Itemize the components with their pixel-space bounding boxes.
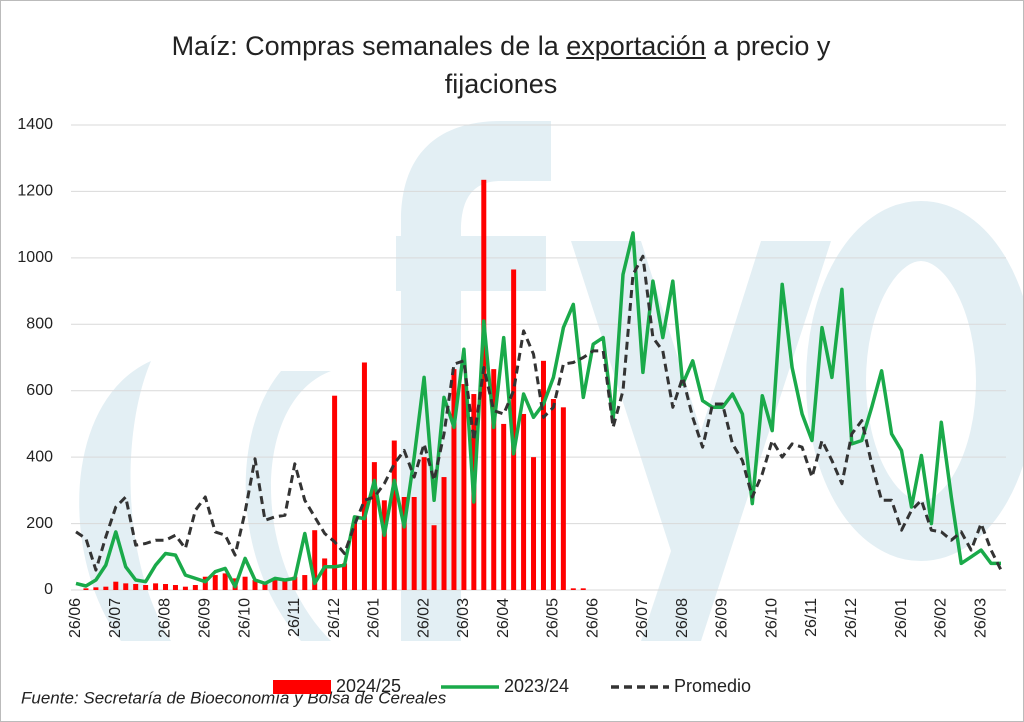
bar bbox=[192, 585, 198, 590]
bar bbox=[491, 369, 497, 590]
bar bbox=[83, 588, 89, 590]
legend-label: Promedio bbox=[674, 676, 751, 696]
bar bbox=[371, 462, 377, 590]
x-tick-label: 26/01 bbox=[893, 598, 910, 638]
bar bbox=[133, 584, 139, 590]
x-tick-label: 26/03 bbox=[972, 598, 989, 638]
bar bbox=[123, 583, 129, 590]
x-tick-label: 26/10 bbox=[236, 598, 253, 638]
x-tick-label: 26/09 bbox=[197, 598, 214, 638]
bar bbox=[342, 563, 348, 590]
x-tick-label: 26/02 bbox=[933, 598, 950, 638]
bar bbox=[531, 457, 537, 590]
bar bbox=[431, 525, 437, 590]
bar bbox=[411, 497, 417, 590]
x-tick-label: 26/05 bbox=[545, 598, 562, 638]
bar bbox=[252, 580, 258, 590]
bar bbox=[242, 576, 248, 590]
y-tick-label: 1000 bbox=[17, 249, 53, 266]
x-tick-label: 26/11 bbox=[803, 598, 820, 637]
bar bbox=[580, 588, 586, 590]
title-part: fijaciones bbox=[444, 69, 558, 99]
x-tick-label: 26/03 bbox=[455, 598, 472, 638]
legend-label: 2023/24 bbox=[504, 676, 569, 696]
bar bbox=[153, 583, 159, 590]
x-tick-label: 26/06 bbox=[584, 598, 601, 638]
legend-label: 2024/25 bbox=[336, 676, 401, 696]
bar bbox=[441, 477, 447, 590]
bar bbox=[511, 269, 517, 590]
bar bbox=[103, 586, 109, 590]
x-tick-label: 26/04 bbox=[495, 598, 512, 638]
bar bbox=[322, 558, 328, 590]
y-tick-label: 200 bbox=[26, 515, 53, 532]
x-tick-label: 26/10 bbox=[763, 598, 780, 638]
bar bbox=[421, 457, 427, 590]
x-tick-label: 26/07 bbox=[634, 598, 651, 638]
bar bbox=[212, 575, 218, 590]
x-tick-label: 26/01 bbox=[366, 598, 383, 638]
legend-swatch bbox=[273, 680, 331, 694]
source: Fuente: Secretaría de Bioeconomía y Bols… bbox=[21, 688, 447, 707]
y-tick-label: 1200 bbox=[17, 183, 53, 200]
x-tick-label: 26/07 bbox=[107, 598, 124, 638]
bar bbox=[451, 369, 457, 590]
bar bbox=[302, 575, 308, 590]
bar bbox=[182, 586, 188, 590]
bar bbox=[461, 384, 467, 590]
title-part: Maíz: Compras semanales de la bbox=[171, 31, 559, 61]
bar bbox=[570, 588, 576, 590]
bar bbox=[351, 520, 357, 590]
x-tick-label: 26/12 bbox=[326, 598, 343, 638]
bar bbox=[262, 581, 268, 590]
bar bbox=[481, 179, 487, 590]
bar bbox=[143, 585, 149, 590]
x-tick-label: 26/02 bbox=[415, 598, 432, 638]
bar bbox=[381, 500, 387, 590]
bar bbox=[292, 576, 298, 590]
bar bbox=[113, 581, 119, 590]
bar bbox=[222, 573, 228, 590]
y-tick-label: 1400 bbox=[17, 116, 53, 133]
bar bbox=[93, 587, 99, 590]
bar bbox=[401, 497, 407, 590]
bar bbox=[540, 360, 546, 590]
bar bbox=[163, 584, 169, 590]
y-tick-label: 400 bbox=[26, 448, 53, 465]
x-tick-label: 26/08 bbox=[674, 598, 691, 638]
dashed-line bbox=[75, 254, 1003, 572]
y-tick-label: 600 bbox=[26, 382, 53, 399]
title-part: a precio y bbox=[713, 31, 831, 61]
bar bbox=[521, 413, 527, 590]
bar bbox=[560, 407, 566, 590]
x-tick-label: 26/09 bbox=[714, 598, 731, 638]
bar bbox=[282, 580, 288, 590]
bar bbox=[361, 362, 367, 590]
y-tick-label: 0 bbox=[44, 581, 53, 598]
x-tick-label: 26/12 bbox=[843, 598, 860, 638]
bar bbox=[272, 580, 278, 590]
bar bbox=[391, 440, 397, 590]
bar bbox=[172, 585, 178, 590]
line bbox=[75, 231, 1001, 589]
x-tick-label: 26/08 bbox=[157, 598, 174, 638]
y-tick-label: 800 bbox=[26, 316, 53, 333]
title-part: exportación bbox=[566, 31, 706, 61]
bar bbox=[332, 395, 338, 590]
bar bbox=[312, 530, 318, 590]
bar bbox=[550, 399, 556, 590]
x-tick-label: 26/06 bbox=[67, 598, 84, 638]
x-tick-label: 26/11 bbox=[286, 598, 303, 637]
bar bbox=[501, 423, 507, 590]
chart-title: Maíz: Compras semanales de la exportació… bbox=[111, 27, 891, 103]
